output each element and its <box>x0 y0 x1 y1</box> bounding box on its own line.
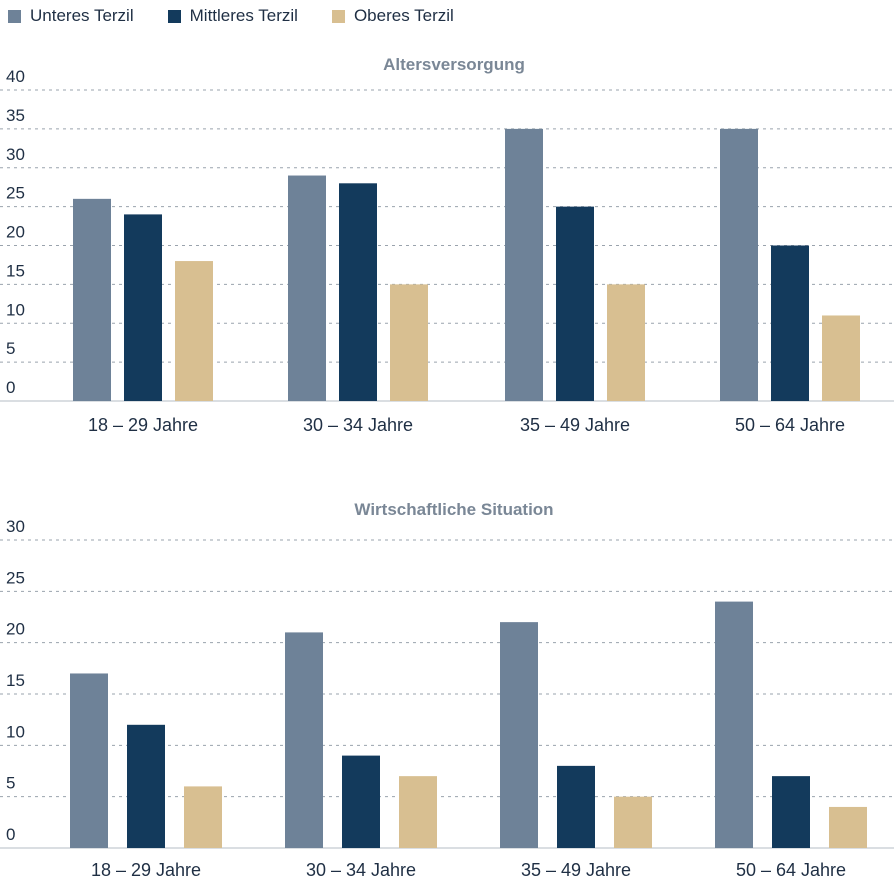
bar-mittleres-terzil-50-64-jahre <box>772 776 810 848</box>
bar-unteres-terzil-35-49-jahre <box>500 622 538 848</box>
y-tick-label: 10 <box>6 300 25 319</box>
legend-swatch-mittleres-terzil <box>167 9 181 23</box>
y-tick-label: 10 <box>6 722 25 741</box>
legend-swatch-oberes-terzil <box>331 9 345 23</box>
chart-group-wirtschaftliche-situation: 0 5 10 15 20 25 30 Wirtschaftliche Situation 18 … <box>0 500 894 880</box>
bar-mittleres-terzil-35-49-jahre <box>557 765 595 848</box>
legend-item-mittleres-terzil: Mittleres Terzil <box>167 6 298 26</box>
y-tick-label: 20 <box>6 620 25 639</box>
x-category-label: 18 – 29 Jahre <box>88 415 198 435</box>
legend-label-mittleres-terzil: Mittleres Terzil <box>189 6 298 25</box>
y-tick-label: 5 <box>6 339 15 358</box>
chart-title: Wirtschaftliche Situation <box>354 500 553 519</box>
bar-oberes-terzil-18-29-jahre <box>184 786 222 848</box>
legend-item-oberes-terzil: Oberes Terzil <box>331 6 454 26</box>
y-tick-label: 25 <box>6 184 25 203</box>
y-tick-label: 15 <box>6 261 25 280</box>
bar-mittleres-terzil-18-29-jahre <box>124 214 162 401</box>
y-tick-label: 40 <box>6 67 25 86</box>
y-tick-label: 5 <box>6 774 15 793</box>
bar-oberes-terzil-30-34-jahre <box>390 284 428 401</box>
bar-unteres-terzil-18-29-jahre <box>73 198 111 401</box>
x-category-label: 35 – 49 Jahre <box>520 415 630 435</box>
y-tick-label: 0 <box>6 825 15 844</box>
y-tick-label: 20 <box>6 223 25 242</box>
bar-oberes-terzil-35-49-jahre <box>614 796 652 848</box>
bar-unteres-terzil-50-64-jahre <box>715 601 753 848</box>
y-tick-label: 25 <box>6 568 25 587</box>
bar-mittleres-terzil-50-64-jahre <box>771 245 809 401</box>
y-tick-label: 0 <box>6 378 15 397</box>
bar-oberes-terzil-50-64-jahre <box>822 315 860 401</box>
y-tick-label: 35 <box>6 106 25 125</box>
chart-group-altersversorgung: 0 5 10 15 20 25 30 35 40 Altersversorgung 18 – 29 … <box>0 55 894 435</box>
y-tick-label: 30 <box>6 517 25 536</box>
x-category-label: 50 – 64 Jahre <box>735 415 845 435</box>
legend-label-unteres-terzil: Unteres Terzil <box>30 6 134 25</box>
bar-unteres-terzil-30-34-jahre <box>288 175 326 401</box>
x-category-label: 30 – 34 Jahre <box>303 415 413 435</box>
y-tick-label: 30 <box>6 145 25 164</box>
bar-unteres-terzil-30-34-jahre <box>285 632 323 848</box>
x-category-label: 50 – 64 Jahre <box>736 860 846 880</box>
bar-mittleres-terzil-18-29-jahre <box>127 724 165 848</box>
chart-title: Altersversorgung <box>383 55 525 74</box>
legend-swatch-unteres-terzil <box>8 9 21 23</box>
bar-oberes-terzil-50-64-jahre <box>829 806 867 848</box>
bar-oberes-terzil-18-29-jahre <box>175 261 213 401</box>
bar-oberes-terzil-35-49-jahre <box>607 284 645 401</box>
y-tick-label: 15 <box>6 671 25 690</box>
bar-mittleres-terzil-30-34-jahre <box>339 183 377 401</box>
bar-mittleres-terzil-35-49-jahre <box>556 206 594 401</box>
bar-mittleres-terzil-30-34-jahre <box>342 755 380 848</box>
legend-label-oberes-terzil: Oberes Terzil <box>353 6 454 25</box>
bar-unteres-terzil-35-49-jahre <box>505 128 543 401</box>
x-category-label: 18 – 29 Jahre <box>91 860 201 880</box>
x-category-label: 35 – 49 Jahre <box>521 860 631 880</box>
bar-unteres-terzil-50-64-jahre <box>720 128 758 401</box>
legend: Unteres Terzil Mittleres Terzil Oberes T… <box>8 4 488 28</box>
bar-unteres-terzil-18-29-jahre <box>70 673 108 848</box>
bar-oberes-terzil-30-34-jahre <box>399 776 437 848</box>
legend-item-unteres-terzil: Unteres Terzil <box>8 6 134 26</box>
x-category-label: 30 – 34 Jahre <box>306 860 416 880</box>
